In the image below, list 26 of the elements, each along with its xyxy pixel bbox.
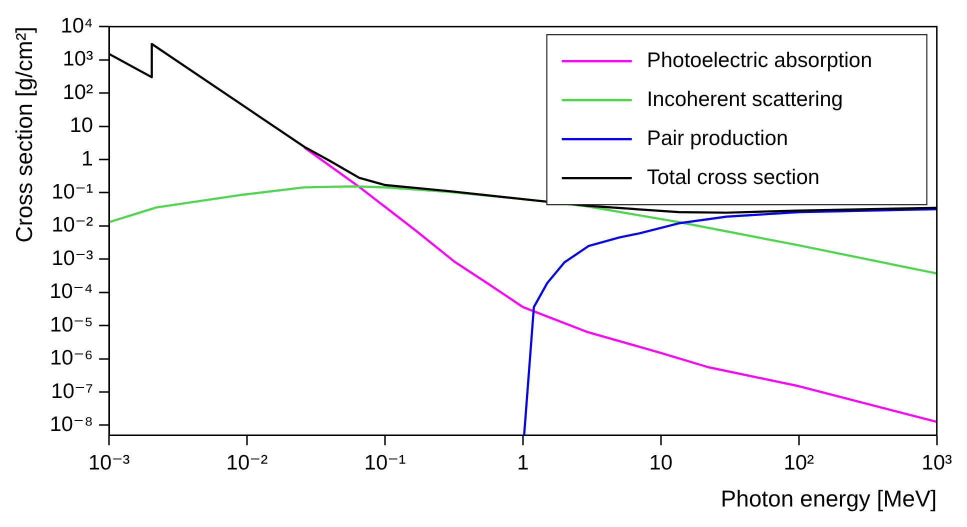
- y-tick-label: 10⁻⁷: [51, 380, 94, 403]
- legend-label: Photoelectric absorption: [646, 48, 872, 72]
- y-tick-label: 10⁻³: [52, 246, 94, 270]
- y-tick-label: 10⁴: [60, 14, 94, 38]
- x-tick-label: 10⁻³: [88, 452, 130, 475]
- y-tick-label: 10: [70, 114, 94, 138]
- x-tick-label: 1: [517, 452, 529, 475]
- y-tick-label: 10⁻⁸: [50, 413, 94, 436]
- y-tick-label: 10⁻²: [52, 214, 94, 237]
- y-tick-label: 1: [81, 147, 94, 170]
- x-tick-label: 10⁻²: [226, 452, 268, 475]
- y-tick-label: 10⁻⁴: [50, 280, 94, 304]
- legend-label: Total cross section: [646, 166, 820, 189]
- y-tick-label: 10⁻⁵: [50, 313, 94, 336]
- x-tick-label: 10²: [784, 452, 814, 475]
- y-tick-label: 10⁻¹: [52, 180, 94, 204]
- x-tick-label: 10⁻¹: [364, 452, 406, 475]
- legend-label: Pair production: [646, 126, 788, 150]
- x-axis-title: Photon energy [MeV]: [720, 486, 937, 512]
- y-tick-label: 10⁻⁶: [50, 346, 94, 370]
- x-tick-label: 10³: [922, 452, 952, 475]
- legend-label: Incoherent scattering: [646, 88, 843, 111]
- y-tick-label: 10³: [62, 48, 94, 71]
- y-tick-label: 10²: [62, 80, 94, 104]
- x-tick-label: 10: [649, 452, 673, 475]
- y-axis-title: Cross section [g/cm²]: [11, 26, 38, 243]
